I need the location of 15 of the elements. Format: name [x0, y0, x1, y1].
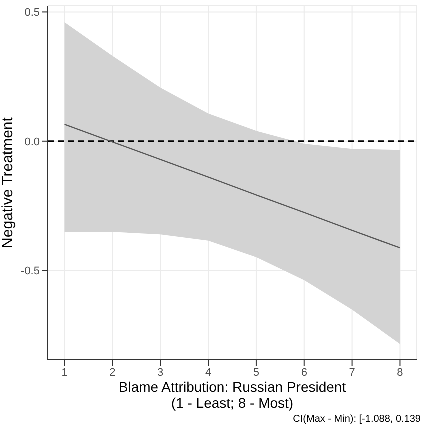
x-tick-label: 5 [253, 366, 260, 379]
x-tick-label: 3 [158, 366, 164, 379]
x-tick-label: 8 [397, 366, 404, 379]
x-tick-label: 1 [62, 366, 68, 379]
x-tick-label: 6 [301, 366, 308, 379]
x-axis-title: Blame Attribution: Russian President (1 - Least; 8 - Most) [118, 379, 346, 411]
text: CI(Max - Min): [-1.088, 0.139 [293, 414, 421, 425]
x-tick-label: 2 [110, 366, 116, 379]
y-tick-label: -0.5 [21, 266, 40, 278]
line-series [64, 124, 401, 249]
x-tick-label: 7 [349, 366, 356, 379]
y-axis-title: Negative Treatment [0, 116, 16, 248]
x-tick-label: 4 [205, 366, 212, 379]
y-tick-label: 0.5 [24, 7, 40, 20]
y-tick-label: 0.0 [24, 136, 40, 148]
